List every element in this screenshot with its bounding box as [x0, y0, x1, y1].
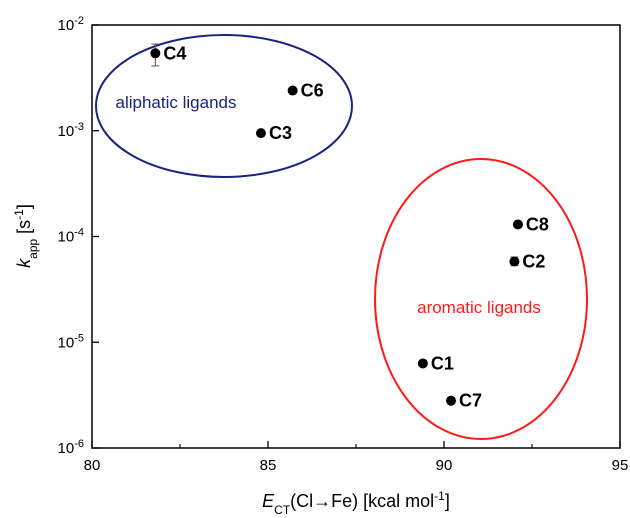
y-axis-title: kapp [s-1]: [12, 204, 40, 268]
x-axis-title: ECT(Cl→Fe) [kcal mol-1]: [262, 489, 450, 517]
group-ellipses: aliphatic ligands aromatic ligands: [95, 34, 588, 440]
axis-ticks: 80 85 90 95 10-6 10-5 10-4 10-3 10-2: [58, 15, 629, 474]
group-ellipse: [374, 158, 588, 440]
x-tick-label: 90: [436, 457, 453, 474]
point-label: C6: [301, 81, 324, 101]
y-tick-label: 10-3: [58, 121, 84, 140]
data-point: [255, 128, 266, 139]
group-label: aromatic ligands: [417, 298, 541, 317]
x-tick-label: 80: [84, 457, 101, 474]
y-tick-label: 10-6: [58, 438, 84, 457]
data-point: [446, 395, 457, 406]
data-point: [150, 48, 161, 59]
group-ellipse: [95, 34, 353, 178]
point-label: C2: [522, 252, 545, 272]
point-label: C3: [269, 123, 292, 143]
data-point: [509, 256, 520, 267]
y-tick-label: 10-4: [58, 227, 84, 246]
group-label: aliphatic ligands: [116, 93, 237, 112]
point-label: C1: [431, 353, 454, 373]
y-tick-label: 10-5: [58, 332, 84, 351]
point-label: C4: [163, 43, 186, 63]
plot-frame: [91, 24, 621, 449]
x-tick-label: 85: [260, 457, 277, 474]
point-label: C7: [459, 391, 482, 411]
y-tick-label: 10-2: [58, 15, 84, 34]
point-label: C8: [526, 214, 549, 234]
x-tick-label: 95: [612, 457, 629, 474]
data-point: [417, 358, 428, 369]
data-point: [287, 85, 298, 96]
data-point: [512, 219, 523, 230]
